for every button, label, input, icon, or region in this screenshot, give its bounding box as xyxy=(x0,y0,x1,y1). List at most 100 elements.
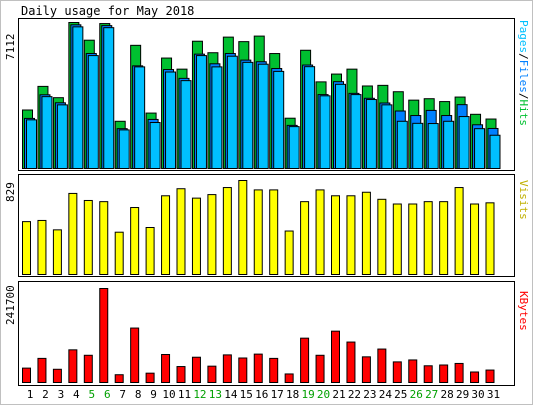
pages-bar xyxy=(412,122,424,170)
kbytes-bar xyxy=(315,354,325,383)
visits-bar xyxy=(454,187,464,275)
x-tick-label: 8 xyxy=(135,388,142,401)
x-tick-label: 24 xyxy=(379,388,393,401)
legend-separator: / xyxy=(517,93,530,100)
legend-separator: / xyxy=(517,53,530,60)
visits-bar xyxy=(22,221,31,275)
kbytes-bar xyxy=(470,371,480,384)
pages-bar xyxy=(396,120,408,169)
pages-bar xyxy=(149,122,161,169)
pages-bar xyxy=(87,55,99,169)
visits-bar xyxy=(130,207,140,275)
visits-bar xyxy=(37,219,47,275)
pages-bar xyxy=(288,126,300,169)
pages-bar xyxy=(365,99,377,169)
kbytes-bar xyxy=(99,288,109,383)
pages-bar xyxy=(41,96,53,169)
visits-bar xyxy=(346,195,356,275)
kbytes-bar xyxy=(485,369,495,383)
visits-bar xyxy=(176,188,186,276)
x-tick-label: 14 xyxy=(224,388,238,401)
pages-bar xyxy=(242,61,254,169)
hits-legend: Pages/Files/Hits xyxy=(517,20,530,126)
visits-bar xyxy=(269,189,279,275)
visits-bar xyxy=(423,201,433,275)
visits-bar xyxy=(68,192,78,275)
x-tick-label: 26 xyxy=(410,388,423,401)
kbytes-bar xyxy=(377,348,387,384)
legend-hits: Hits xyxy=(517,100,530,127)
x-tick-label: 7 xyxy=(119,388,126,401)
pages-bar xyxy=(319,95,331,169)
kbytes-bar xyxy=(114,374,124,384)
visits-bar xyxy=(331,195,340,275)
kbytes-bar xyxy=(22,367,31,383)
x-tick-label: 1 xyxy=(27,388,34,401)
kbytes-bar xyxy=(207,365,217,384)
x-tick-label: 15 xyxy=(240,388,253,401)
kbytes-bar xyxy=(176,366,186,384)
visits-bar xyxy=(99,201,109,275)
pages-bar xyxy=(211,66,223,169)
visits-ymax-label: 829 xyxy=(4,182,17,202)
pages-bar xyxy=(474,128,486,169)
chart-marks xyxy=(22,22,501,384)
visits-bar xyxy=(207,194,217,276)
pages-bar xyxy=(56,104,68,169)
kbytes-bar xyxy=(423,365,433,384)
visits-bar xyxy=(114,231,124,275)
x-tick-label: 13 xyxy=(209,388,222,401)
kbytes-bar xyxy=(130,327,140,383)
kbytes-bar xyxy=(269,357,279,383)
visits-bar xyxy=(161,195,171,275)
x-tick-label: 21 xyxy=(332,388,345,401)
pages-bar xyxy=(335,83,346,169)
pages-bar xyxy=(165,71,177,169)
x-tick-label: 27 xyxy=(425,388,438,401)
kbytes-bar xyxy=(191,356,201,384)
kbytes-ymax-label: 241700 xyxy=(4,285,17,325)
legend-pages: Pages xyxy=(517,20,530,53)
kbytes-bar xyxy=(361,356,371,384)
kbytes-bar xyxy=(346,341,356,383)
visits-bar xyxy=(145,227,155,275)
pages-bar xyxy=(257,63,269,169)
kbytes-bar xyxy=(408,359,418,384)
visits-bar xyxy=(392,203,402,275)
kbytes-bar xyxy=(439,364,449,383)
pages-bar xyxy=(26,119,37,169)
pages-bar xyxy=(443,120,455,169)
pages-bar xyxy=(489,134,501,169)
chart-title: Daily usage for May 2018 xyxy=(21,4,194,18)
hits-ymax-label: 7112 xyxy=(4,34,17,61)
pages-bar xyxy=(72,26,84,169)
x-tick-label: 4 xyxy=(73,388,80,401)
kbytes-bar xyxy=(284,373,294,383)
kbytes-bar xyxy=(331,330,340,384)
kbytes-bar xyxy=(161,353,171,384)
visits-bar xyxy=(238,180,248,275)
kbytes-bar xyxy=(300,337,310,383)
pages-bar xyxy=(273,70,285,169)
x-tick-label: 31 xyxy=(487,388,500,401)
visits-bar xyxy=(408,203,418,275)
pages-bar xyxy=(226,55,238,169)
x-tick-label: 23 xyxy=(363,388,376,401)
x-tick-label: 30 xyxy=(471,388,484,401)
x-tick-label: 28 xyxy=(441,388,454,401)
kbytes-bar xyxy=(253,353,263,384)
x-tick-label: 12 xyxy=(193,388,206,401)
kbytes-bar xyxy=(392,361,402,383)
visits-bar xyxy=(222,187,232,275)
x-tick-label: 3 xyxy=(58,388,65,401)
pages-bar xyxy=(134,66,146,169)
visits-bar xyxy=(52,229,62,276)
pages-bar xyxy=(458,116,470,169)
visits-bar xyxy=(470,203,480,275)
x-tick-label: 20 xyxy=(317,388,330,401)
x-tick-label: 17 xyxy=(271,388,284,401)
legend-visits: Visits xyxy=(517,180,530,220)
kbytes-bar xyxy=(83,354,93,383)
visits-bar xyxy=(485,202,495,275)
